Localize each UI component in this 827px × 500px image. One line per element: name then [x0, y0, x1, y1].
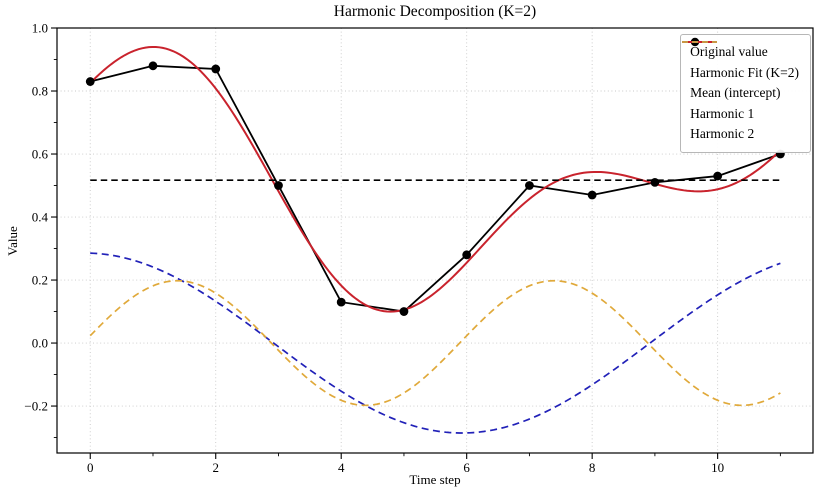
- legend: Original value Harmonic Fit (K=2) Mean (in…: [680, 34, 811, 153]
- x-tick-label: 6: [463, 460, 470, 475]
- y-tick-label: 1.0: [32, 21, 48, 36]
- data-point-marker: [525, 181, 534, 190]
- legend-swatch: [682, 41, 718, 43]
- y-tick-label: 0.2: [32, 273, 48, 288]
- original-value-line: [90, 64, 781, 313]
- data-point-marker: [399, 307, 409, 316]
- data-point-marker: [148, 61, 158, 71]
- y-tick-label: 0.6: [32, 147, 49, 162]
- legend-label: Mean (intercept): [690, 85, 781, 101]
- legend-item: Harmonic 1: [682, 41, 799, 125]
- x-tick-label: 10: [711, 460, 724, 475]
- data-point-marker: [85, 77, 95, 86]
- data-point-marker: [713, 171, 723, 181]
- data-point-marker: [587, 190, 597, 200]
- data-point-marker: [462, 250, 472, 260]
- harmonic1-line: [90, 252, 781, 434]
- chart-title: Harmonic Decomposition (K=2): [333, 3, 537, 20]
- y-axis-label: Value: [5, 226, 20, 256]
- harmonic2-line: [89, 279, 781, 407]
- y-tick-label: 0.0: [32, 336, 48, 351]
- y-tick-label: 0.4: [32, 210, 49, 225]
- harmonic-fit-line: [89, 45, 782, 313]
- data-point-marker: [274, 181, 283, 190]
- legend-label: Harmonic 1: [690, 105, 755, 121]
- legend-item: Harmonic 2: [682, 41, 799, 145]
- y-tick-label: 0.8: [32, 84, 48, 99]
- x-tick-label: 4: [338, 460, 345, 475]
- x-tick-label: 2: [212, 460, 219, 475]
- data-point-marker: [211, 64, 221, 74]
- x-tick-label: 0: [87, 460, 94, 475]
- legend-label: Harmonic Fit (K=2): [690, 64, 799, 80]
- x-axis-label: Time step: [409, 472, 461, 487]
- axes-frame: [56, 27, 814, 454]
- legend-item: Mean (intercept): [682, 41, 799, 104]
- data-point-marker: [336, 297, 346, 307]
- legend-label: Harmonic 2: [690, 126, 755, 142]
- x-tick-label: 8: [589, 460, 596, 475]
- data-point-marker: [650, 177, 660, 187]
- y-tick-label: −0.2: [24, 399, 48, 414]
- legend-item: Harmonic Fit (K=2): [682, 41, 799, 84]
- legend-label: Original value: [690, 44, 768, 60]
